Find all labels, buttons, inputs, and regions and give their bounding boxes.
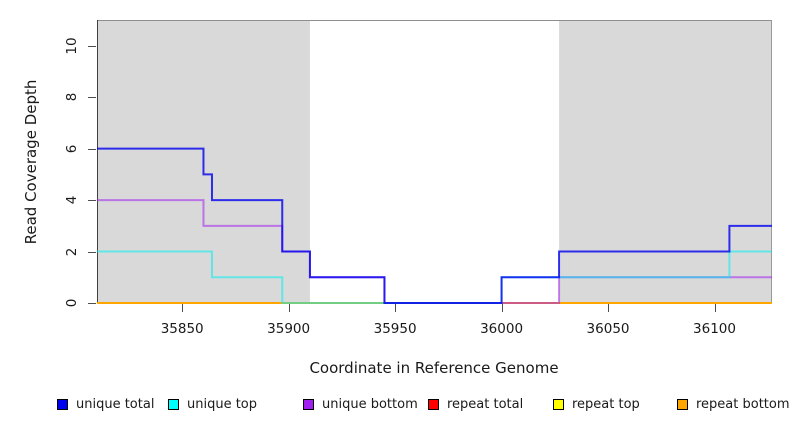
legend-item-unique-total: unique total xyxy=(57,396,154,413)
legend-swatch-unique-bottom xyxy=(303,399,314,410)
y-axis-title: Read Coverage Depth xyxy=(22,79,40,245)
legend: unique total unique top unique bottom re… xyxy=(0,396,792,416)
y-axis-tick-label: 4 xyxy=(64,195,80,205)
x-axis-tick-label: 36000 xyxy=(480,321,524,337)
x-axis-title: Coordinate in Reference Genome xyxy=(309,359,559,377)
x-axis-tick-label: 36050 xyxy=(586,321,630,337)
series-line-unique-total xyxy=(97,147,772,304)
y-axis-tick-label: 10 xyxy=(64,37,80,55)
legend-swatch-repeat-bottom xyxy=(677,399,688,410)
y-axis-tick-label: 0 xyxy=(64,298,80,308)
legend-label: unique top xyxy=(187,397,258,412)
x-axis-tick-label: 35850 xyxy=(160,321,204,337)
x-axis-tick-label: 36100 xyxy=(693,321,736,337)
legend-item-unique-top: unique top xyxy=(168,396,257,413)
legend-swatch-repeat-total xyxy=(428,399,439,410)
legend-item-repeat-bottom: repeat bottom xyxy=(677,396,790,413)
legend-label: unique bottom xyxy=(322,397,418,412)
legend-label: repeat total xyxy=(447,397,524,412)
x-axis-tick-label: 35950 xyxy=(373,321,417,337)
legend-swatch-repeat-top xyxy=(553,399,564,410)
y-axis-tick-label: 6 xyxy=(64,144,80,153)
y-axis-tick-label: 2 xyxy=(64,247,80,256)
legend-item-repeat-top: repeat top xyxy=(553,396,640,413)
legend-swatch-unique-total xyxy=(57,399,68,410)
legend-label: repeat bottom xyxy=(696,397,790,412)
legend-swatch-unique-top xyxy=(168,399,179,410)
legend-item-unique-bottom: unique bottom xyxy=(303,396,418,413)
x-axis-tick-label: 35900 xyxy=(267,321,311,337)
legend-label: unique total xyxy=(76,397,155,412)
legend-item-repeat-total: repeat total xyxy=(428,396,523,413)
y-axis-tick-label: 8 xyxy=(64,92,80,102)
shaded-repeat-region xyxy=(559,20,772,303)
legend-label: repeat top xyxy=(572,397,640,412)
